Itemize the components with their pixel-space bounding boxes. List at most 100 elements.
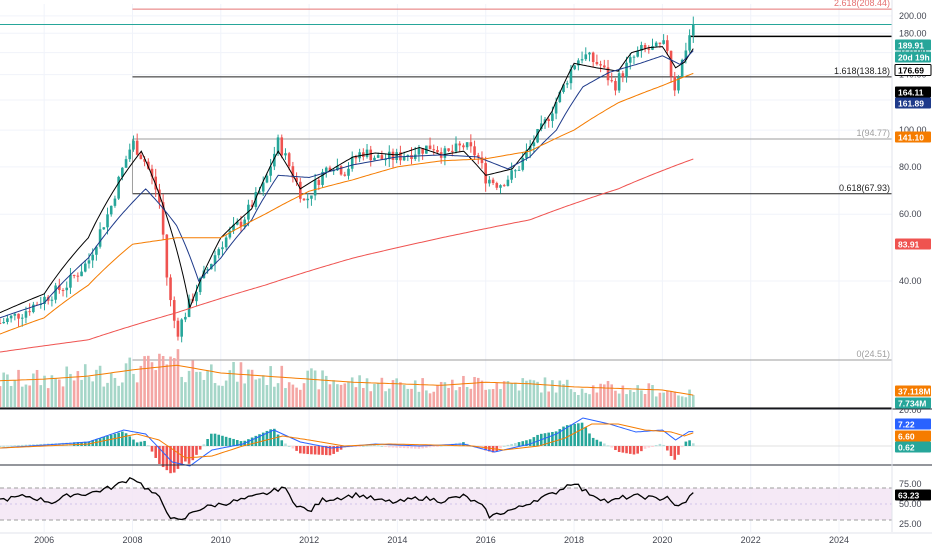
candle-body xyxy=(121,167,124,177)
candle-body xyxy=(406,155,410,157)
macd-histogram-bar xyxy=(313,446,317,455)
volume-bar xyxy=(261,375,265,407)
macd-histogram-bar xyxy=(580,422,584,446)
candle-body xyxy=(569,69,573,84)
volume-bar xyxy=(517,390,521,407)
volume-bar xyxy=(532,380,536,407)
macd-histogram-bar xyxy=(510,443,513,446)
volume-bar xyxy=(688,389,691,407)
macd-histogram-bar xyxy=(61,442,65,446)
candle-body xyxy=(76,275,80,277)
candlesticks xyxy=(0,16,695,343)
candle-body xyxy=(217,249,221,256)
macd-histogram-bar xyxy=(354,446,358,447)
candle-body xyxy=(528,146,532,151)
volume-bar xyxy=(614,390,617,407)
volume-bar xyxy=(61,386,65,407)
macd-histogram-bar xyxy=(261,432,265,446)
candle-body xyxy=(632,56,636,58)
candle-body xyxy=(640,44,643,51)
volume-bar xyxy=(69,373,72,407)
candle-body xyxy=(250,204,254,207)
moving-average-line xyxy=(0,50,694,319)
macd-histogram-bar xyxy=(121,431,124,446)
volume-bar xyxy=(299,389,302,407)
candle-body xyxy=(0,323,2,325)
candle-body xyxy=(24,311,28,318)
macd-histogram-bar xyxy=(198,446,202,450)
macd-histogram-bar xyxy=(395,446,398,448)
price-axis-tick: 60.00 xyxy=(899,209,922,219)
volume-bar xyxy=(83,364,87,407)
candle-body xyxy=(6,318,9,323)
candle-body xyxy=(206,269,209,271)
volume-bar xyxy=(232,362,235,407)
macd-histogram-bar xyxy=(65,442,69,446)
macd-histogram-bar xyxy=(625,446,628,454)
volume-bar xyxy=(617,393,621,407)
macd-histogram-bar xyxy=(432,446,436,447)
candle-body xyxy=(95,246,98,255)
candle-body xyxy=(154,176,158,190)
macd-histogram-bar xyxy=(551,431,554,446)
moving-average-line xyxy=(0,72,694,335)
volume-bar xyxy=(577,394,580,407)
volume-bar xyxy=(462,375,465,407)
volume-bar xyxy=(443,382,447,407)
volume-bar xyxy=(321,370,324,407)
candle-body xyxy=(161,202,165,235)
macd-histogram-bar xyxy=(213,433,217,446)
macd-histogram-bar xyxy=(102,437,106,446)
volume-bar xyxy=(195,371,198,407)
axis-badge-label: 7.22 xyxy=(898,420,915,430)
macd-histogram-bar xyxy=(161,446,165,468)
candle-body xyxy=(373,157,376,161)
candle-body xyxy=(610,80,614,82)
volume-bar xyxy=(387,388,391,407)
candle-body xyxy=(384,159,387,161)
volume-bar xyxy=(187,370,191,407)
macd-histogram-bar xyxy=(654,445,658,447)
candle-body xyxy=(547,119,550,121)
macd-histogram-bar xyxy=(132,439,135,446)
volume-bar xyxy=(551,380,554,407)
candle-body xyxy=(106,214,109,228)
volume-bar xyxy=(599,383,602,407)
volume-bar xyxy=(117,385,120,407)
macd-histogram-bar xyxy=(603,443,606,446)
volume-bar xyxy=(28,385,31,407)
volume-bar xyxy=(135,382,139,407)
macd-histogram-bar xyxy=(113,433,117,446)
volume-bars xyxy=(0,349,892,409)
candle-body xyxy=(410,155,413,159)
candle-body xyxy=(280,137,284,156)
axis-badge xyxy=(894,64,932,76)
candle-body xyxy=(350,156,354,169)
time-axis[interactable]: 2006 2008 2010 2012 2014 2016 2018 2020 2022 2024 xyxy=(34,535,849,545)
volume-bar xyxy=(502,381,506,407)
volume-bar xyxy=(350,377,354,407)
volume-bar xyxy=(284,388,287,407)
volume-bar xyxy=(317,389,321,407)
volume-bar xyxy=(46,388,50,407)
axis-badge-label: 20d 19h xyxy=(898,53,930,63)
macd-histogram-bar xyxy=(428,446,432,448)
macd-histogram-bar xyxy=(439,445,443,447)
volume-bar xyxy=(636,385,639,407)
volume-bar xyxy=(484,389,487,407)
macd-histogram-bar xyxy=(276,434,280,446)
price-axis-tick: 40.00 xyxy=(899,276,922,286)
candle-body xyxy=(306,198,310,201)
axis-badge-label: 63.23 xyxy=(898,491,920,501)
macd-histogram-bar xyxy=(0,446,2,447)
macd-histogram-bar xyxy=(291,446,295,449)
volume-bar xyxy=(421,378,424,407)
rsi-line xyxy=(0,477,694,521)
candle-body xyxy=(666,40,669,51)
macd-histogram-bar xyxy=(436,446,439,447)
price-axis-tick: 200.00 xyxy=(899,11,927,21)
candle-body xyxy=(447,148,450,151)
volume-bar xyxy=(436,385,439,407)
